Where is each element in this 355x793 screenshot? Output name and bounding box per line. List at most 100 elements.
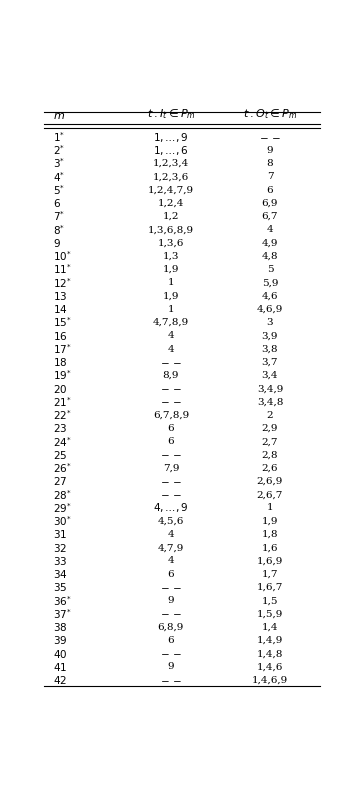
Text: $38$: $38$ [53,621,67,633]
Text: $8^{*}$: $8^{*}$ [53,223,65,236]
Text: 3,4: 3,4 [262,371,278,380]
Text: 4,7,9: 4,7,9 [158,543,184,552]
Text: $16$: $16$ [53,330,67,342]
Text: 3,4,9: 3,4,9 [257,385,283,393]
Text: 6: 6 [168,437,174,446]
Text: $18$: $18$ [53,356,67,368]
Text: $28^{*}$: $28^{*}$ [53,488,71,502]
Text: 1,2,4: 1,2,4 [158,199,184,208]
Text: $1^{*}$: $1^{*}$ [53,130,65,144]
Text: $-\,-$: $-\,-$ [160,358,182,366]
Text: 1,8: 1,8 [262,530,278,539]
Text: $-\,-$: $-\,-$ [160,583,182,592]
Text: 1,2,4,7,9: 1,2,4,7,9 [148,186,194,194]
Text: 6: 6 [168,636,174,645]
Text: 1,9: 1,9 [163,265,179,274]
Text: 3,9: 3,9 [262,331,278,340]
Text: 1,6,9: 1,6,9 [257,557,283,565]
Text: $1,\ldots,6$: $1,\ldots,6$ [153,144,189,157]
Text: $36^{*}$: $36^{*}$ [53,594,71,607]
Text: 3,4,8: 3,4,8 [257,397,283,407]
Text: $20$: $20$ [53,383,67,395]
Text: $t: I_t \in P_m$: $t: I_t \in P_m$ [147,108,195,121]
Text: $4^{*}$: $4^{*}$ [53,170,65,184]
Text: 6,9: 6,9 [262,199,278,208]
Text: $26^{*}$: $26^{*}$ [53,462,71,475]
Text: $34$: $34$ [53,569,67,580]
Text: 7,9: 7,9 [163,464,179,473]
Text: 1,4,6: 1,4,6 [257,662,283,672]
Text: $15^{*}$: $15^{*}$ [53,316,71,329]
Text: $37^{*}$: $37^{*}$ [53,607,71,621]
Text: 1: 1 [267,504,273,512]
Text: $29^{*}$: $29^{*}$ [53,501,71,515]
Text: $40$: $40$ [53,648,67,660]
Text: 1,6,7: 1,6,7 [257,583,283,592]
Text: 2,6,7: 2,6,7 [257,490,283,500]
Text: $24^{*}$: $24^{*}$ [53,435,71,449]
Text: 4: 4 [168,557,174,565]
Text: 4: 4 [168,344,174,354]
Text: 6: 6 [168,424,174,433]
Text: 4,6,9: 4,6,9 [257,305,283,314]
Text: $1,\ldots,9$: $1,\ldots,9$ [153,131,189,144]
Text: 8,9: 8,9 [163,371,179,380]
Text: $-\,-$: $-\,-$ [259,132,281,142]
Text: $32$: $32$ [53,542,67,554]
Text: 1,9: 1,9 [163,292,179,301]
Text: $41$: $41$ [53,661,67,673]
Text: 1,6: 1,6 [262,543,278,552]
Text: 1,4,9: 1,4,9 [257,636,283,645]
Text: 9: 9 [168,662,174,672]
Text: 4: 4 [267,225,273,234]
Text: $5^{*}$: $5^{*}$ [53,183,65,197]
Text: 2,8: 2,8 [262,450,278,459]
Text: 1,2: 1,2 [163,212,179,221]
Text: $25$: $25$ [53,449,67,461]
Text: 4: 4 [168,530,174,539]
Text: $9$: $9$ [53,237,60,249]
Text: $6$: $6$ [53,197,61,209]
Text: 7: 7 [267,172,273,182]
Text: 2,7: 2,7 [262,437,278,446]
Text: 4,8: 4,8 [262,252,278,261]
Text: $10^{*}$: $10^{*}$ [53,249,71,263]
Text: 6: 6 [267,186,273,194]
Text: 1,7: 1,7 [262,569,278,579]
Text: 3,8: 3,8 [262,344,278,354]
Text: $3^{*}$: $3^{*}$ [53,157,65,170]
Text: 2,9: 2,9 [262,424,278,433]
Text: $13$: $13$ [53,290,67,302]
Text: 2,6,9: 2,6,9 [257,477,283,486]
Text: 6,7: 6,7 [262,212,278,221]
Text: 1,4: 1,4 [262,623,278,632]
Text: $t: O_t \in P_m$: $t: O_t \in P_m$ [243,108,297,121]
Text: 4,7,8,9: 4,7,8,9 [153,318,189,327]
Text: 1,9: 1,9 [262,517,278,526]
Text: 4: 4 [168,331,174,340]
Text: $39$: $39$ [53,634,67,646]
Text: 3,7: 3,7 [262,358,278,366]
Text: $30^{*}$: $30^{*}$ [53,515,71,528]
Text: $m$: $m$ [53,111,65,121]
Text: $12^{*}$: $12^{*}$ [53,276,71,289]
Text: $7^{*}$: $7^{*}$ [53,209,65,224]
Text: 1: 1 [168,278,174,287]
Text: 1,2,3,4: 1,2,3,4 [153,159,189,168]
Text: 6,7,8,9: 6,7,8,9 [153,411,189,419]
Text: $27$: $27$ [53,476,67,488]
Text: $22^{*}$: $22^{*}$ [53,408,71,422]
Text: 4,6: 4,6 [262,292,278,301]
Text: $33$: $33$ [53,555,67,567]
Text: $-\,-$: $-\,-$ [160,477,182,486]
Text: $-\,-$: $-\,-$ [160,490,182,500]
Text: $-\,-$: $-\,-$ [160,450,182,459]
Text: 4,9: 4,9 [262,239,278,247]
Text: $4,\ldots,9$: $4,\ldots,9$ [153,501,189,515]
Text: $-\,-$: $-\,-$ [160,676,182,684]
Text: 6,8,9: 6,8,9 [158,623,184,632]
Text: $31$: $31$ [53,528,67,541]
Text: $23$: $23$ [53,423,67,435]
Text: $14$: $14$ [53,303,67,316]
Text: 5,9: 5,9 [262,278,278,287]
